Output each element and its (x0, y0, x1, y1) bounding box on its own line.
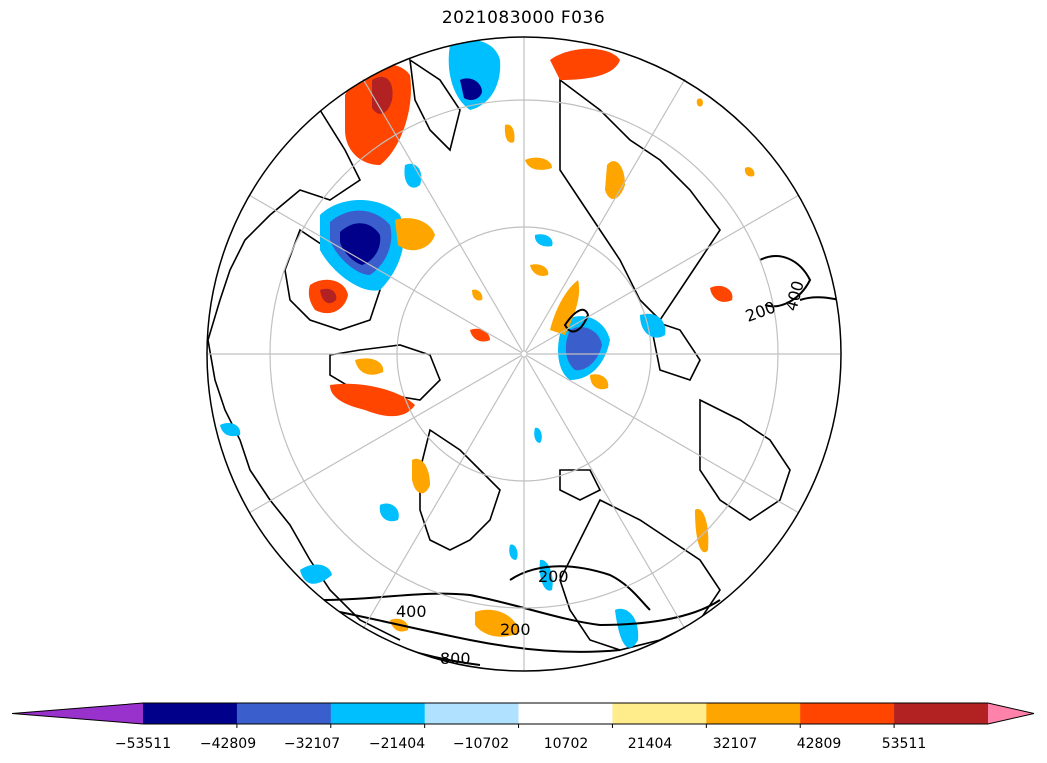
colorbar-tick-label: −32107 (283, 736, 341, 752)
contour-label: 400 (396, 602, 427, 621)
negative-anomalies (220, 40, 666, 648)
colorbar-tick-label: 21404 (627, 736, 673, 752)
colorbar-tick-label: 10702 (543, 736, 589, 752)
north-pole-marker (520, 350, 528, 358)
colorbar-tick-label: 42809 (796, 736, 842, 752)
colorbar-extend-max (988, 703, 1034, 724)
map-disk (207, 40, 841, 666)
map-boundary (206, 36, 842, 672)
colorbar-tick-label: 53511 (881, 736, 927, 752)
chart-title: 2021083000 F036 (441, 8, 606, 28)
colorbar-tick-label: −10702 (452, 736, 510, 752)
positive-anomalies (308, 48, 755, 637)
colorbar-cell (330, 703, 426, 724)
contour-label: 800 (440, 649, 471, 668)
colorbar-cell (800, 703, 895, 724)
colorbar-cell (518, 703, 613, 724)
colorbar-extend-min (12, 703, 143, 724)
contour-label: 200 (500, 620, 531, 639)
colorbar-cell (894, 703, 989, 724)
coastlines (207, 58, 791, 651)
colorbar-cell (424, 703, 520, 724)
colorbar-cell (706, 703, 801, 724)
colorbar-tick-label: −42809 (199, 736, 257, 752)
colorbar-cell (612, 703, 707, 724)
colorbar-tick-label: −21404 (368, 736, 426, 752)
colorbar-tick-label: 32107 (712, 736, 758, 752)
polar-map: 200 400 200 200 400 800 (206, 36, 842, 672)
contour-label: 200 (538, 567, 569, 586)
colorbar-tick-label: −53511 (114, 736, 172, 752)
colorbar-cell (236, 703, 332, 724)
colorbar-outline (11, 702, 1035, 725)
colorbar-cell (143, 703, 238, 724)
